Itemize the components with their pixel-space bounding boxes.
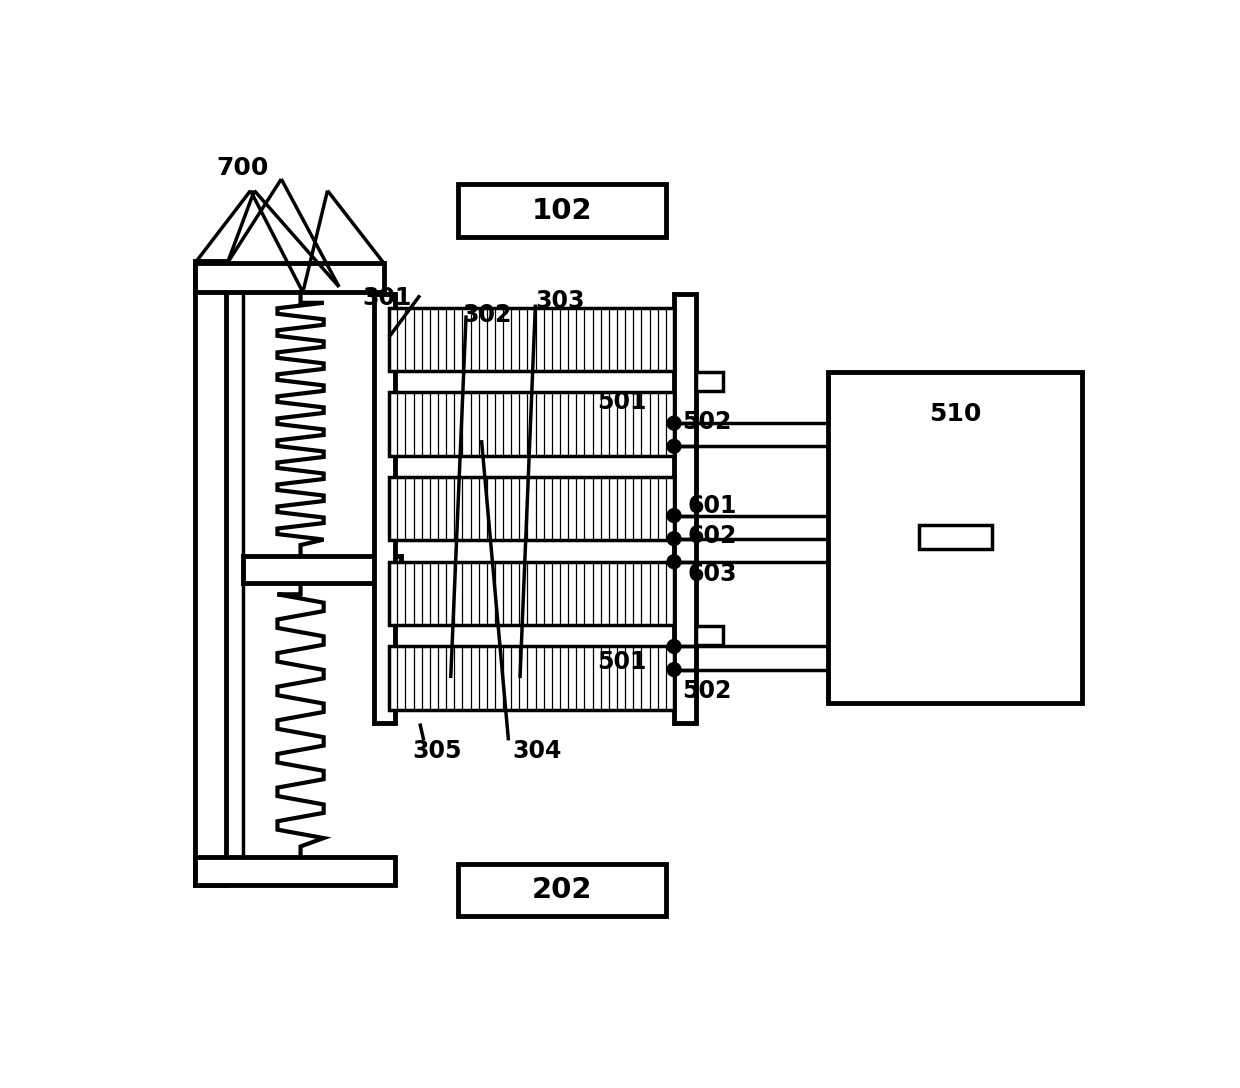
Circle shape (667, 440, 681, 454)
Text: 305: 305 (412, 739, 461, 763)
Circle shape (667, 417, 681, 430)
Bar (389, 561, 675, 625)
Bar (389, 308, 675, 371)
Text: 302: 302 (463, 304, 512, 327)
Bar (389, 477, 675, 541)
Bar (243, 556, 401, 583)
Bar (389, 393, 675, 456)
Text: 102: 102 (532, 197, 593, 224)
Text: 510: 510 (929, 401, 981, 425)
Bar (919, 524, 992, 549)
Bar (696, 627, 723, 645)
Circle shape (667, 555, 681, 569)
Text: 601: 601 (688, 494, 738, 518)
Bar (828, 372, 1083, 703)
Bar (459, 864, 666, 916)
Bar (389, 646, 675, 709)
Text: 303: 303 (536, 289, 585, 313)
Text: 501: 501 (598, 650, 647, 673)
Bar (195, 261, 226, 886)
Text: 700: 700 (217, 156, 269, 180)
Bar (195, 857, 396, 886)
Circle shape (667, 508, 681, 522)
Text: 603: 603 (688, 562, 738, 586)
Bar (373, 294, 396, 724)
Text: 602: 602 (688, 523, 738, 547)
Circle shape (667, 640, 681, 654)
Text: 501: 501 (598, 390, 647, 413)
Text: 502: 502 (682, 679, 732, 703)
Bar (459, 185, 666, 237)
Text: 202: 202 (532, 876, 593, 904)
Bar (195, 263, 383, 293)
Circle shape (667, 663, 681, 677)
Bar (675, 294, 696, 724)
Bar (696, 372, 723, 391)
Text: 502: 502 (682, 409, 732, 434)
Text: 301: 301 (363, 286, 412, 310)
Text: 304: 304 (512, 739, 562, 763)
Circle shape (667, 532, 681, 545)
